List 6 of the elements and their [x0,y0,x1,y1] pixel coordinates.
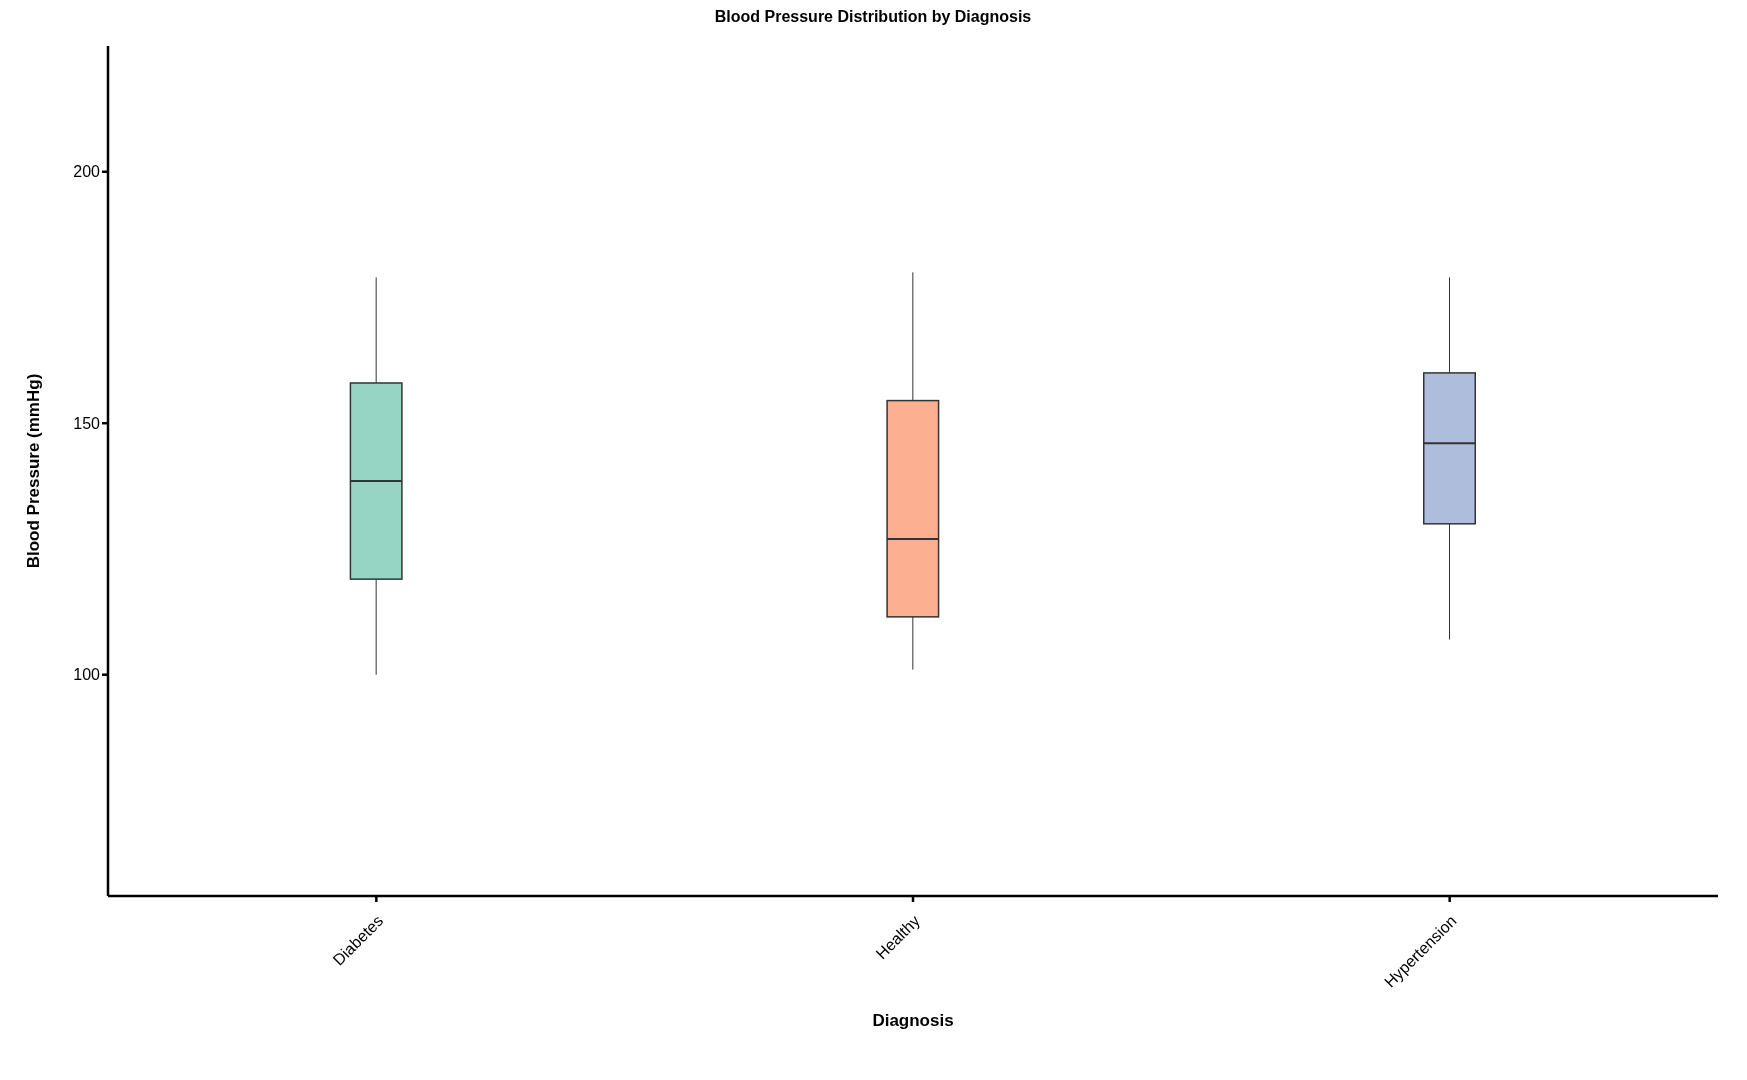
y-tick-label: 200 [73,163,101,181]
y-tick-label: 150 [73,414,101,432]
x-axis-title: Diagnosis [872,1011,954,1030]
y-tick-label: 100 [73,666,101,684]
y-axis-title: Blood Pressure (mmHg) [24,373,44,569]
chart-title: Blood Pressure Distribution by Diagnosis [713,8,1033,26]
